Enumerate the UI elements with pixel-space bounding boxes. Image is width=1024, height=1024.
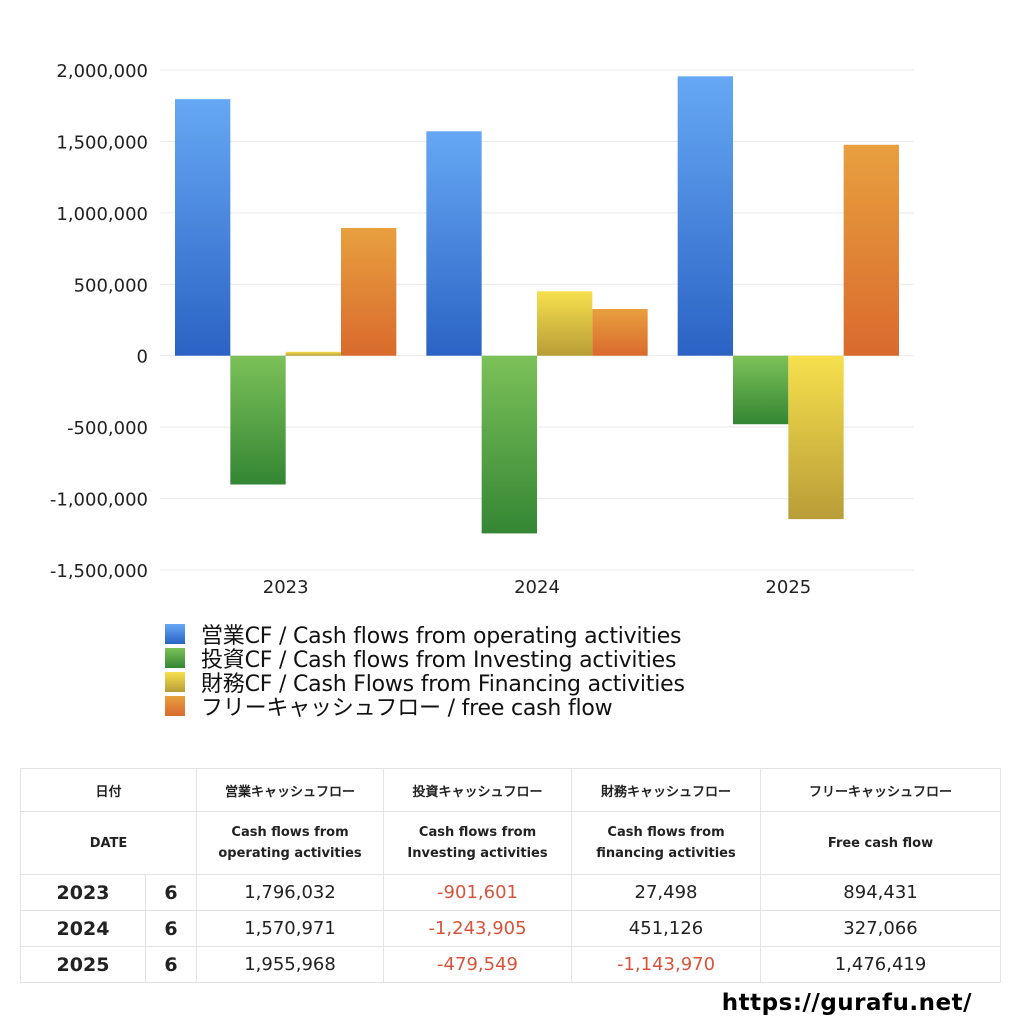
subheader-investing: Cash flows from Investing activities	[383, 811, 573, 875]
table-header-row: 日付 営業キャッシュフロー 投資キャッシュフロー 財務キャッシュフロー フリーキ…	[19, 768, 1002, 812]
bar	[285, 351, 341, 356]
legend-label-financing: 財務CF / Cash Flows from Financing activit…	[201, 672, 685, 697]
table-row: 2023 6 1,796,032 -901,601 27,498 894,431	[20, 874, 1002, 911]
x-tick-label: 2024	[514, 577, 560, 598]
cell-financing: -1,143,970	[571, 946, 762, 983]
cell-year: 2025	[20, 946, 146, 983]
bar	[175, 99, 231, 356]
bar	[426, 131, 482, 356]
cell-month: 6	[145, 910, 198, 947]
subheader-financing-line2: financing activities	[596, 846, 736, 861]
x-tick-label: 2023	[263, 577, 309, 598]
cell-month: 6	[145, 874, 198, 911]
y-tick-label: 2,000,000	[56, 61, 148, 82]
cell-operating: 1,955,968	[196, 946, 385, 983]
header-financing: 財務キャッシュフロー	[571, 768, 762, 812]
legend-swatch-free	[165, 696, 185, 716]
y-tick-label: 0	[137, 347, 148, 368]
cash-flow-table: 日付 営業キャッシュフロー 投資キャッシュフロー 財務キャッシュフロー フリーキ…	[19, 768, 1002, 983]
bar	[341, 227, 397, 356]
subheader-financing: Cash flows from financing activities	[571, 811, 762, 875]
legend-item-free: フリーキャッシュフロー / free cash flow	[165, 694, 685, 721]
y-tick-label: -1,500,000	[50, 561, 148, 582]
cell-month: 6	[145, 946, 198, 983]
table-subheader-row: DATE Cash flows from operating activitie…	[19, 811, 1002, 875]
x-tick-label: 2025	[765, 577, 811, 598]
y-tick-label: -1,000,000	[50, 490, 148, 511]
legend-item-investing: 投資CF / Cash flows from Investing activit…	[165, 646, 685, 673]
subheader-operating-line2: operating activities	[218, 846, 362, 861]
cell-investing: -479,549	[383, 946, 573, 983]
cell-investing: -1,243,905	[383, 910, 573, 947]
table-row: 2025 6 1,955,968 -479,549 -1,143,970 1,4…	[20, 946, 1002, 983]
cell-financing: 27,498	[571, 874, 762, 911]
y-tick-label: 1,500,000	[56, 132, 148, 153]
subheader-financing-line1: Cash flows from	[607, 825, 725, 840]
subheader-free: Free cash flow	[760, 811, 1002, 875]
bar	[677, 76, 733, 356]
y-tick-label: 500,000	[74, 275, 148, 296]
bar	[843, 144, 899, 356]
header-investing: 投資キャッシュフロー	[383, 768, 573, 812]
legend-item-financing: 財務CF / Cash Flows from Financing activit…	[165, 670, 685, 697]
legend-swatch-financing	[165, 672, 185, 692]
legend-item-operating: 営業CF / Cash flows from operating activit…	[165, 622, 685, 649]
cell-free: 1,476,419	[760, 946, 1002, 983]
header-date: 日付	[19, 768, 198, 812]
legend-swatch-investing	[165, 648, 185, 668]
cash-flow-bar-chart: 2,000,000 1,500,000 1,000,000 500,000 0 -500,…	[50, 61, 914, 598]
cell-free: 894,431	[760, 874, 1002, 911]
subheader-investing-line1: Cash flows from	[418, 825, 537, 840]
legend-label-investing: 投資CF / Cash flows from Investing activit…	[201, 648, 677, 673]
cell-year: 2024	[20, 910, 146, 947]
legend: 営業CF / Cash flows from operating activit…	[165, 622, 685, 721]
table-row: 2024 6 1,570,971 -1,243,905 451,126 327,…	[20, 910, 1002, 947]
y-tick-label: -500,000	[67, 418, 148, 439]
legend-swatch-operating	[165, 624, 185, 644]
legend-label-free: フリーキャッシュフロー / free cash flow	[201, 696, 613, 721]
cell-operating: 1,570,971	[196, 910, 385, 947]
header-free: フリーキャッシュフロー	[760, 768, 1002, 812]
y-tick-label: 1,000,000	[56, 204, 148, 225]
cell-operating: 1,796,032	[196, 874, 385, 911]
bar	[733, 355, 789, 425]
cell-year: 2023	[20, 874, 146, 911]
subheader-operating-line1: Cash flows from	[231, 825, 349, 840]
bar	[537, 291, 593, 356]
bar	[230, 355, 286, 485]
bars	[175, 76, 899, 534]
subheader-investing-line2: Investing activities	[407, 846, 548, 861]
x-axis-ticks: 2023 2024 2025	[263, 577, 811, 598]
bar	[592, 308, 648, 356]
bar	[481, 355, 537, 534]
cell-investing: -901,601	[383, 874, 573, 911]
legend-label-operating: 営業CF / Cash flows from operating activit…	[201, 624, 682, 649]
subheader-operating: Cash flows from operating activities	[196, 811, 385, 875]
bar	[788, 355, 844, 520]
site-url: https://gurafu.net/	[721, 990, 972, 1016]
cell-free: 327,066	[760, 910, 1002, 947]
subheader-date: DATE	[19, 811, 198, 875]
header-operating: 営業キャッシュフロー	[196, 768, 385, 812]
y-axis-ticks: 2,000,000 1,500,000 1,000,000 500,000 0 -500,…	[50, 61, 148, 582]
cell-financing: 451,126	[571, 910, 762, 947]
